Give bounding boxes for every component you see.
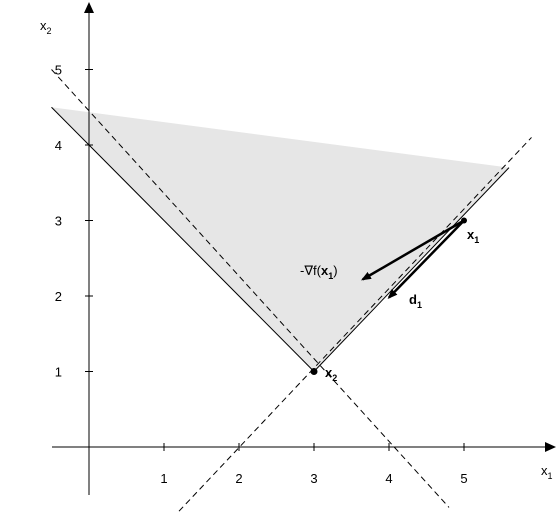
boundary-edge-left <box>51 106 315 372</box>
point-x1-label: x1 <box>467 227 479 245</box>
point-x1 <box>461 217 467 224</box>
constraint-line-sum <box>51 69 450 508</box>
x-tick-label: 5 <box>460 471 467 486</box>
y-tick-group: 1 2 3 4 5 <box>55 63 93 380</box>
x-axis-arrow-icon <box>545 442 556 452</box>
y-tick-label: 3 <box>55 214 62 229</box>
x-tick-group: 1 2 3 4 5 <box>160 443 468 486</box>
feasible-region <box>51 107 509 372</box>
x-tick-label: 2 <box>235 471 242 486</box>
neg-gradient-arrow <box>361 219 465 281</box>
boundary-edge-right <box>313 167 510 372</box>
neg-gradient-label: -∇f(x1) <box>300 263 338 281</box>
x-axis-title: x1 <box>541 463 553 481</box>
x-tick-label: 3 <box>310 471 317 486</box>
y-tick-label: 5 <box>55 63 62 78</box>
y-tick-label: 1 <box>55 365 62 380</box>
x-tick-label: 4 <box>385 471 392 486</box>
y-tick-label: 2 <box>55 289 62 304</box>
x-tick-label: 1 <box>160 471 167 486</box>
y-axis-title: x2 <box>40 18 52 36</box>
y-axis-arrow-icon <box>84 2 94 13</box>
direction-d1-arrow <box>387 219 465 299</box>
constraint-line-diff <box>178 137 532 512</box>
y-tick-label: 4 <box>55 138 62 153</box>
point-x2-label: x2 <box>325 365 337 383</box>
point-x2 <box>310 368 318 375</box>
d1-label: d1 <box>409 292 422 310</box>
